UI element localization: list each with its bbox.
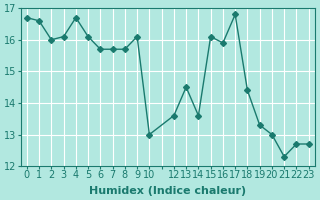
X-axis label: Humidex (Indice chaleur): Humidex (Indice chaleur) (89, 186, 246, 196)
